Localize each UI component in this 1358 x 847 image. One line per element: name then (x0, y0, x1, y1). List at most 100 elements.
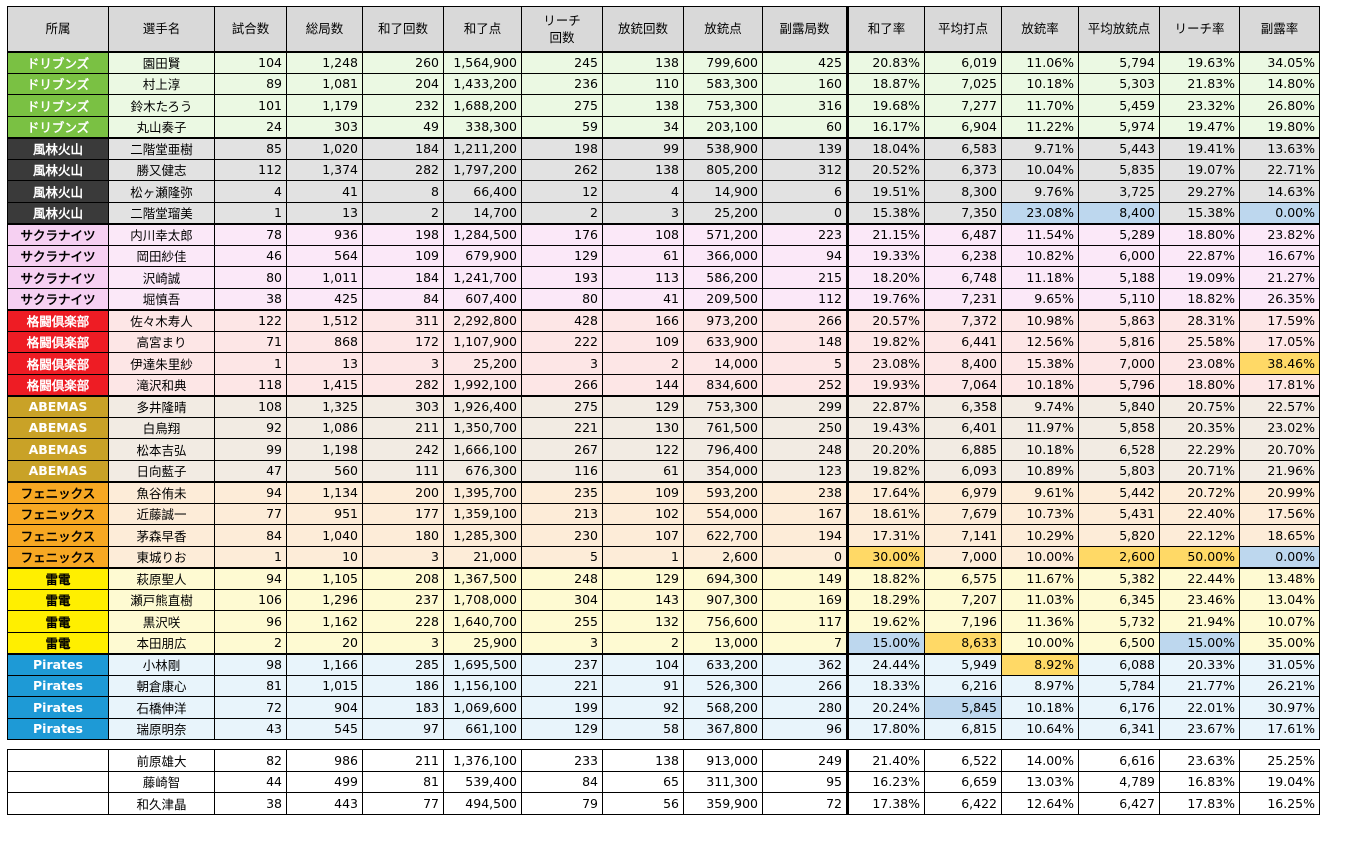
stat-cell: 99 (214, 438, 287, 461)
stat-cell: 208 (362, 566, 444, 590)
stat-cell: 1,105 (286, 566, 363, 590)
stat-cell: 2 (214, 631, 287, 654)
stat-cell: 1,797,200 (443, 158, 522, 181)
stat-cell: 1,350,700 (443, 416, 522, 439)
stat-cell: 805,200 (683, 158, 763, 181)
stat-cell: 101 (214, 94, 287, 117)
player-name-cell: 小林剛 (108, 652, 215, 676)
stat-cell: 11.67% (1001, 566, 1079, 590)
stat-cell: 1 (214, 201, 287, 224)
player-name-cell: 佐々木寿人 (108, 308, 215, 332)
stat-cell: 3 (362, 631, 444, 654)
stat-cell: 11.18% (1001, 266, 1079, 289)
player-name-cell: 東城りお (108, 545, 215, 568)
stat-cell: 222 (521, 330, 603, 353)
stat-cell: 8,633 (924, 631, 1002, 654)
stat-cell: 5,796 (1078, 373, 1160, 396)
stat-cell: 5,803 (1078, 459, 1160, 482)
stat-cell: 59 (521, 115, 603, 138)
stat-cell: 228 (362, 610, 444, 633)
stat-cell: 85 (214, 136, 287, 160)
stat-cell: 1,069,600 (443, 696, 522, 719)
stat-cell: 117 (762, 610, 849, 633)
stat-cell: 6,500 (1078, 631, 1160, 654)
stat-cell: 65 (602, 770, 684, 793)
stat-cell: 10.07% (1239, 610, 1320, 633)
stat-cell: 1,011 (286, 266, 363, 289)
team-cell: ドリブンズ (7, 72, 109, 95)
stat-cell: 282 (362, 158, 444, 181)
stat-cell: 7,231 (924, 287, 1002, 310)
player-name-cell: 鈴木たろう (108, 94, 215, 117)
stat-cell: 172 (362, 330, 444, 353)
team-cell: サクラナイツ (7, 244, 109, 267)
stat-cell: 18.20% (847, 266, 925, 289)
stat-cell: 6,441 (924, 330, 1002, 353)
stat-cell: 19.93% (847, 373, 925, 396)
team-cell: ABEMAS (7, 438, 109, 461)
stat-cell: 5,784 (1078, 674, 1160, 697)
stat-cell: 20.24% (847, 696, 925, 719)
stat-cell: 104 (214, 50, 287, 74)
stat-cell: 8,300 (924, 180, 1002, 203)
stat-cell: 230 (521, 524, 603, 547)
stat-cell: 81 (362, 770, 444, 793)
stat-cell: 1,992,100 (443, 373, 522, 396)
team-cell: 風林火山 (7, 158, 109, 181)
table-row: フェニックス 魚谷侑未 94 1,134 200 1,395,700 235 109 593,2… (7, 480, 1320, 504)
stat-cell: 13 (286, 352, 363, 375)
table-row: サクラナイツ 沢崎誠 80 1,011 184 1,241,700 193 113 586,20… (7, 266, 1320, 289)
stat-cell: 6,358 (924, 394, 1002, 418)
player-name-cell: 松ヶ瀬隆弥 (108, 180, 215, 203)
stat-cell: 13.63% (1239, 136, 1320, 160)
team-cell: 風林火山 (7, 201, 109, 224)
stat-cell: 10.18% (1001, 373, 1079, 396)
stat-cell: 1,285,300 (443, 524, 522, 547)
stat-cell: 913,000 (683, 749, 763, 772)
stat-cell: 18.82% (1159, 287, 1240, 310)
stat-cell: 82 (214, 749, 287, 772)
stat-cell: 184 (362, 136, 444, 160)
stat-cell: 84 (362, 287, 444, 310)
player-name-cell: 丸山奏子 (108, 115, 215, 138)
stat-cell: 10.64% (1001, 717, 1079, 740)
table-row: 和久津晶 38 443 77 494,500 79 56 359,900 72 17.38% 6,4… (7, 792, 1320, 815)
stat-cell: 97 (362, 717, 444, 740)
stat-cell: 312 (762, 158, 849, 181)
stat-cell: 215 (762, 266, 849, 289)
stat-cell: 3 (521, 631, 603, 654)
stat-cell: 129 (602, 394, 684, 418)
stat-cell: 20.57% (847, 308, 925, 332)
column-header: 放銃点 (683, 6, 763, 52)
stat-cell: 1,166 (286, 652, 363, 676)
team-cell: フェニックス (7, 502, 109, 525)
team-cell: 格闘倶楽部 (7, 308, 109, 332)
stat-cell: 30.97% (1239, 696, 1320, 719)
stat-cell: 25.25% (1239, 749, 1320, 772)
stat-cell: 34 (602, 115, 684, 138)
stat-cell: 1,325 (286, 394, 363, 418)
stat-cell: 16.17% (847, 115, 925, 138)
stat-cell: 23.08% (1159, 352, 1240, 375)
stat-cell: 31.05% (1239, 652, 1320, 676)
team-cell: サクラナイツ (7, 222, 109, 246)
player-name-cell: 滝沢和典 (108, 373, 215, 396)
stat-cell: 91 (602, 674, 684, 697)
player-name-cell: 伊達朱里紗 (108, 352, 215, 375)
stat-cell: 167 (762, 502, 849, 525)
stat-cell: 10 (286, 545, 363, 568)
stat-cell: 20.70% (1239, 438, 1320, 461)
stat-cell: 0.00% (1239, 201, 1320, 224)
stat-cell: 316 (762, 94, 849, 117)
stat-cell: 11.03% (1001, 588, 1079, 611)
stat-cell: 2,292,800 (443, 308, 522, 332)
stat-cell: 123 (762, 459, 849, 482)
table-row: ドリブンズ 丸山奏子 24 303 49 338,300 59 34 203,100 60 16.1… (7, 115, 1320, 138)
stat-cell: 11.97% (1001, 416, 1079, 439)
stat-cell: 6,528 (1078, 438, 1160, 461)
stat-cell: 5,974 (1078, 115, 1160, 138)
stat-cell: 107 (602, 524, 684, 547)
stat-cell: 10.29% (1001, 524, 1079, 547)
stat-cell: 22.01% (1159, 696, 1240, 719)
team-cell: 格闘倶楽部 (7, 373, 109, 396)
